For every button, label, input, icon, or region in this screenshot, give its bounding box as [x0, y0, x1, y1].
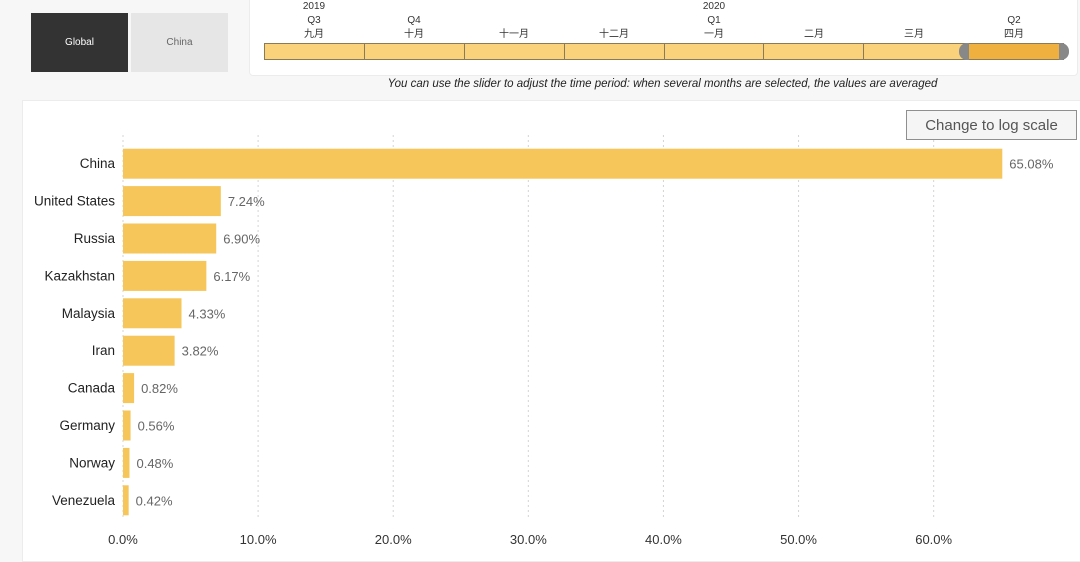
value-label: 3.82%	[182, 344, 219, 359]
category-label: China	[80, 156, 116, 171]
bar[interactable]	[123, 148, 1003, 179]
timeline-month-label: 九月	[304, 29, 324, 40]
slider-caption: You can use the slider to adjust the tim…	[387, 78, 938, 90]
x-tick-label: 10.0%	[240, 532, 277, 547]
china-toggle-button[interactable]: China	[131, 13, 228, 72]
timeline-quarter-label: Q2	[1007, 15, 1021, 26]
value-label: 6.90%	[223, 232, 260, 247]
x-tick-label: 0.0%	[108, 532, 138, 547]
category-label: Norway	[69, 455, 115, 470]
bar[interactable]	[123, 223, 217, 254]
value-label: 4.33%	[189, 306, 226, 321]
timeline-quarter-label: Q1	[707, 15, 721, 26]
x-tick-label: 30.0%	[510, 532, 547, 547]
bar[interactable]	[123, 485, 129, 516]
bar[interactable]	[123, 447, 130, 478]
value-label: 0.56%	[138, 419, 175, 434]
bar[interactable]	[123, 335, 175, 366]
category-label: Russia	[74, 231, 116, 246]
timeline-segment[interactable]	[365, 44, 465, 59]
category-label: Germany	[59, 418, 115, 433]
timeline-segment[interactable]	[565, 44, 665, 59]
log-scale-button[interactable]: Change to log scale	[906, 110, 1077, 140]
value-label: 0.48%	[136, 456, 173, 471]
x-tick-label: 40.0%	[645, 532, 682, 547]
timeline-month-label: 一月	[704, 29, 724, 40]
x-tick-label: 20.0%	[375, 532, 412, 547]
timeline-track[interactable]	[264, 43, 1064, 60]
time-period-slider-panel: 九月 十月 十一月 十二月 一月 二月 三月 四月 Q3 Q4 Q1 Q2 2019 2020	[249, 0, 1078, 76]
bar[interactable]	[123, 260, 207, 291]
timeline-quarter-label: Q4	[407, 15, 421, 26]
category-label: Malaysia	[62, 306, 116, 321]
region-toggle: Global China	[31, 13, 228, 72]
timeline-month-label: 十二月	[599, 29, 629, 40]
timeline-segment[interactable]	[665, 44, 765, 59]
timeline-month-label: 十一月	[499, 29, 529, 40]
value-label: 7.24%	[228, 194, 265, 209]
value-label: 6.17%	[213, 269, 250, 284]
bar[interactable]	[123, 373, 135, 404]
global-toggle-button[interactable]: Global	[31, 13, 128, 72]
slider-start-handle[interactable]	[959, 43, 969, 60]
bar[interactable]	[123, 410, 131, 441]
x-tick-label: 60.0%	[915, 532, 952, 547]
category-label: Kazakhstan	[44, 268, 115, 283]
category-label: Canada	[68, 381, 116, 396]
x-tick-label: 50.0%	[780, 532, 817, 547]
timeline-segment[interactable]	[465, 44, 565, 59]
timeline-year-label: 2020	[702, 1, 726, 12]
category-label: Iran	[92, 343, 115, 358]
value-label: 0.82%	[141, 381, 178, 396]
timeline-year-label: 2019	[302, 1, 326, 12]
timeline-month-label: 三月	[904, 29, 924, 40]
slider-end-handle[interactable]	[1059, 43, 1069, 60]
timeline-month-label: 十月	[404, 29, 424, 40]
category-label: Venezuela	[52, 493, 116, 508]
value-label: 0.42%	[136, 493, 173, 508]
value-label: 65.08%	[1009, 157, 1054, 172]
timeline-quarter-label: Q3	[307, 15, 321, 26]
timeline-segment[interactable]	[764, 44, 865, 59]
timeline-month-label: 四月	[1004, 29, 1024, 40]
category-label: United States	[34, 194, 115, 209]
bar[interactable]	[123, 186, 221, 217]
timeline-segment[interactable]	[265, 44, 365, 59]
bar[interactable]	[123, 298, 182, 329]
timeline-month-label: 二月	[804, 29, 824, 40]
